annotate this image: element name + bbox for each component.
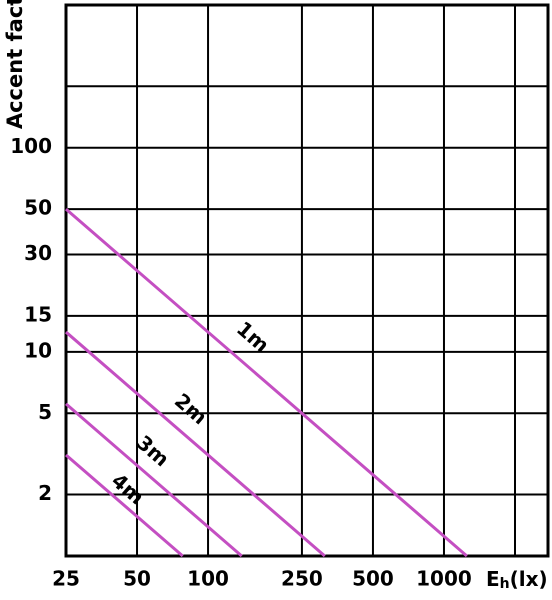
x-label-unit: (lx) <box>510 567 548 591</box>
series-label: 2m <box>170 388 212 429</box>
x-tick-label: 100 <box>187 567 229 591</box>
x-tick-label: 50 <box>123 567 151 591</box>
plot-frame <box>64 3 550 558</box>
y-axis-label: Accent factor <box>3 0 27 129</box>
y-tick-label: 50 <box>24 196 52 220</box>
y-tick-label: 10 <box>24 338 52 362</box>
x-label-symbol: E <box>486 567 500 591</box>
y-tick-label: 2 <box>38 481 52 505</box>
x-label-subscript: h <box>500 576 510 592</box>
x-tick-label: 500 <box>352 567 394 591</box>
x-axis-label: Eh(lx) <box>486 567 548 593</box>
x-tick-label: 250 <box>281 567 323 591</box>
y-tick-label: 5 <box>38 400 52 424</box>
data-line <box>65 453 184 558</box>
data-line <box>65 402 243 558</box>
y-tick-label: 15 <box>24 302 52 326</box>
x-tick-label: 25 <box>52 567 80 591</box>
series-label: 4m <box>107 468 149 509</box>
data-line <box>65 330 326 558</box>
y-tick-label: 100 <box>10 134 52 158</box>
y-tick-label: 30 <box>24 241 52 265</box>
data-line <box>65 208 468 558</box>
x-tick-label: 1000 <box>416 567 472 591</box>
